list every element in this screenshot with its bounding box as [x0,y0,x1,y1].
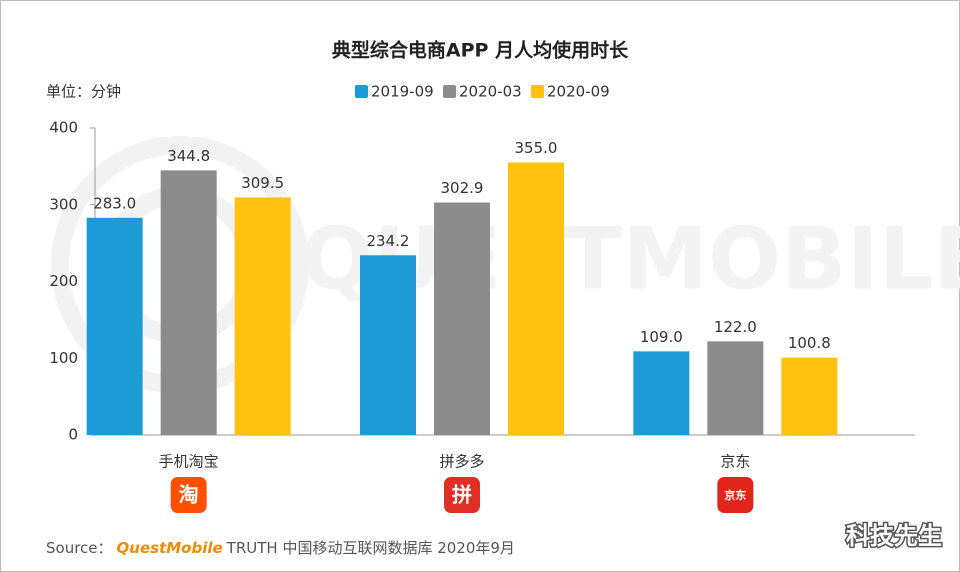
bar [86,217,143,435]
legend-label: 2020-03 [459,83,522,101]
value-label: 309.5 [241,174,284,192]
x-tick-label: 拼多多 [439,453,484,471]
source-brand: QuestMobile [117,539,223,557]
y-tick-label: 0 [68,426,78,444]
bar [234,197,291,435]
bar [434,202,490,435]
signature: 科技先生 [846,522,942,550]
y-tick-label: 100 [49,349,78,367]
app-icon [717,477,754,513]
app-icon-label: 拼 [452,483,472,507]
y-tick-label: 300 [49,195,78,213]
app-icon-label: 京东 [724,488,746,502]
bar [160,170,217,435]
bar [508,162,564,435]
legend-swatch [443,85,456,98]
source-prefix: Source： [46,539,113,557]
value-label: 355.0 [515,139,558,157]
legend-swatch [531,85,544,98]
bar [633,351,690,435]
value-label: 234.2 [367,232,410,250]
value-label: 283.0 [93,194,136,212]
value-label: 109.0 [640,328,683,346]
unit-label: 单位：分钟 [46,83,121,101]
bar [781,357,838,435]
legend-swatch [355,85,368,98]
value-label: 302.9 [441,179,484,197]
bar [707,341,764,435]
app-icon [444,477,480,513]
x-tick-label: 京东 [720,453,750,471]
legend-label: 2019-09 [371,83,434,101]
value-label: 100.8 [788,334,831,352]
source-rest: TRUTH 中国移动互联网数据库 2020年9月 [226,539,515,557]
value-label: 122.0 [714,318,757,336]
bar [360,255,416,435]
legend-label: 2020-09 [547,83,610,101]
y-tick-label: 400 [49,119,78,137]
source: Source： QuestMobile TRUTH 中国移动互联网数据库 2020年… [46,539,515,557]
y-tick-label: 200 [49,272,78,290]
x-tick-label: 手机淘宝 [159,453,219,471]
app-icon-label: 淘 [179,483,199,507]
chart-title: 典型综合电商APP 月人均使用时长 [332,39,629,62]
app-icon [170,477,207,513]
value-label: 344.8 [167,147,210,165]
